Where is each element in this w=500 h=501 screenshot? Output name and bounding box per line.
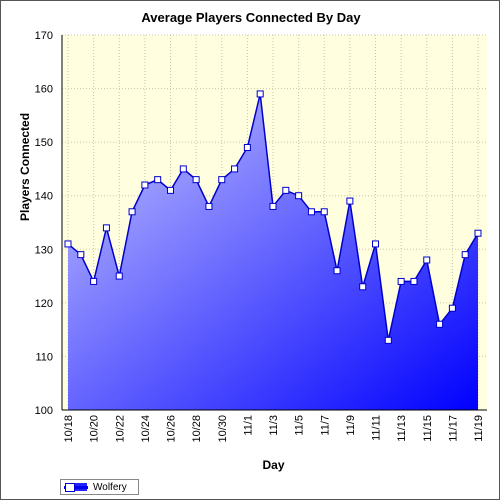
data-point-11-16 (436, 320, 444, 328)
x-tick-label: 10/24 (140, 415, 152, 443)
x-tick-label: 11/15 (422, 415, 434, 442)
y-tick-label: 160 (35, 84, 53, 96)
y-tick-label: 140 (35, 191, 53, 203)
data-point-11-19 (474, 229, 482, 237)
x-tick-label: 10/22 (114, 415, 126, 443)
x-axis-label: Day (262, 458, 285, 472)
data-point-10-18 (64, 240, 72, 248)
y-tick-label: 100 (35, 405, 53, 417)
y-tick-label: 130 (35, 244, 53, 256)
x-tick-label: 11/13 (396, 415, 408, 442)
y-axis-label: Players Connected (18, 112, 32, 221)
x-tick-label: 10/26 (166, 415, 178, 443)
data-point-11-1 (243, 144, 251, 151)
data-point-11-11 (372, 240, 379, 248)
data-point-11-7 (320, 208, 328, 216)
data-point-10-31 (231, 165, 239, 173)
y-tick-labels: 100 110 120 130 140 150 160 170 (35, 30, 53, 417)
data-point-11-5 (295, 192, 303, 200)
data-point-10-26 (167, 186, 174, 194)
data-point-10-30 (218, 176, 226, 184)
data-point-11-6 (307, 208, 315, 216)
x-tick-label: 11/7 (319, 415, 331, 436)
data-point-11-12 (384, 336, 392, 344)
data-point-11-3 (269, 202, 277, 210)
data-point-10-29 (205, 202, 213, 210)
x-tick-label: 10/28 (191, 415, 203, 443)
data-point-10-21 (102, 224, 110, 232)
data-point-11-8 (333, 267, 341, 275)
data-point-11-15 (423, 256, 431, 264)
chart-title: Average Players Connected By Day (141, 10, 361, 25)
x-tick-label: 11/5 (294, 415, 306, 436)
legend-label: Wolfery (93, 481, 127, 493)
x-tick-label: 10/30 (217, 415, 229, 443)
x-tick-label: 10/18 (63, 415, 75, 443)
data-point-10-20 (90, 277, 98, 285)
legend: Wolfery (60, 479, 139, 495)
data-point-11-17 (448, 304, 456, 312)
legend-swatch (62, 480, 90, 494)
x-tick-label: 10/20 (89, 415, 101, 443)
x-tick-label: 11/3 (268, 415, 280, 436)
data-point-10-23 (128, 208, 136, 216)
x-tick-label: 11/1 (242, 415, 254, 436)
data-point-10-22 (115, 272, 123, 280)
y-tick-label: 170 (35, 30, 53, 42)
x-tick-label: 11/11 (371, 415, 383, 441)
y-tick-label: 150 (35, 137, 53, 149)
data-point-10-27 (179, 165, 187, 173)
data-point-11-14 (410, 277, 418, 285)
data-point-11-10 (359, 283, 367, 291)
data-point-10-24 (141, 181, 149, 189)
series-area (68, 93, 478, 410)
data-point-10-28 (192, 176, 200, 184)
data-point-11-18 (461, 251, 469, 259)
data-point-11-9 (346, 197, 354, 205)
data-point-11-4 (282, 186, 290, 194)
data-point-11-13 (397, 277, 405, 285)
data-point-11-2 (256, 90, 264, 98)
x-tick-labels: 10/18 10/20 10/22 10/24 10/26 10/28 10/30 11/1 1… (63, 415, 485, 443)
data-points (64, 90, 482, 344)
x-tick-label: 11/9 (345, 415, 357, 436)
x-tick-label: 11/17 (447, 415, 459, 442)
y-tick-label: 110 (35, 351, 53, 363)
data-point-10-25 (154, 176, 162, 184)
y-tick-label: 120 (35, 298, 53, 310)
x-tick-label: 11/19 (473, 415, 485, 442)
data-point-10-19 (77, 251, 85, 259)
